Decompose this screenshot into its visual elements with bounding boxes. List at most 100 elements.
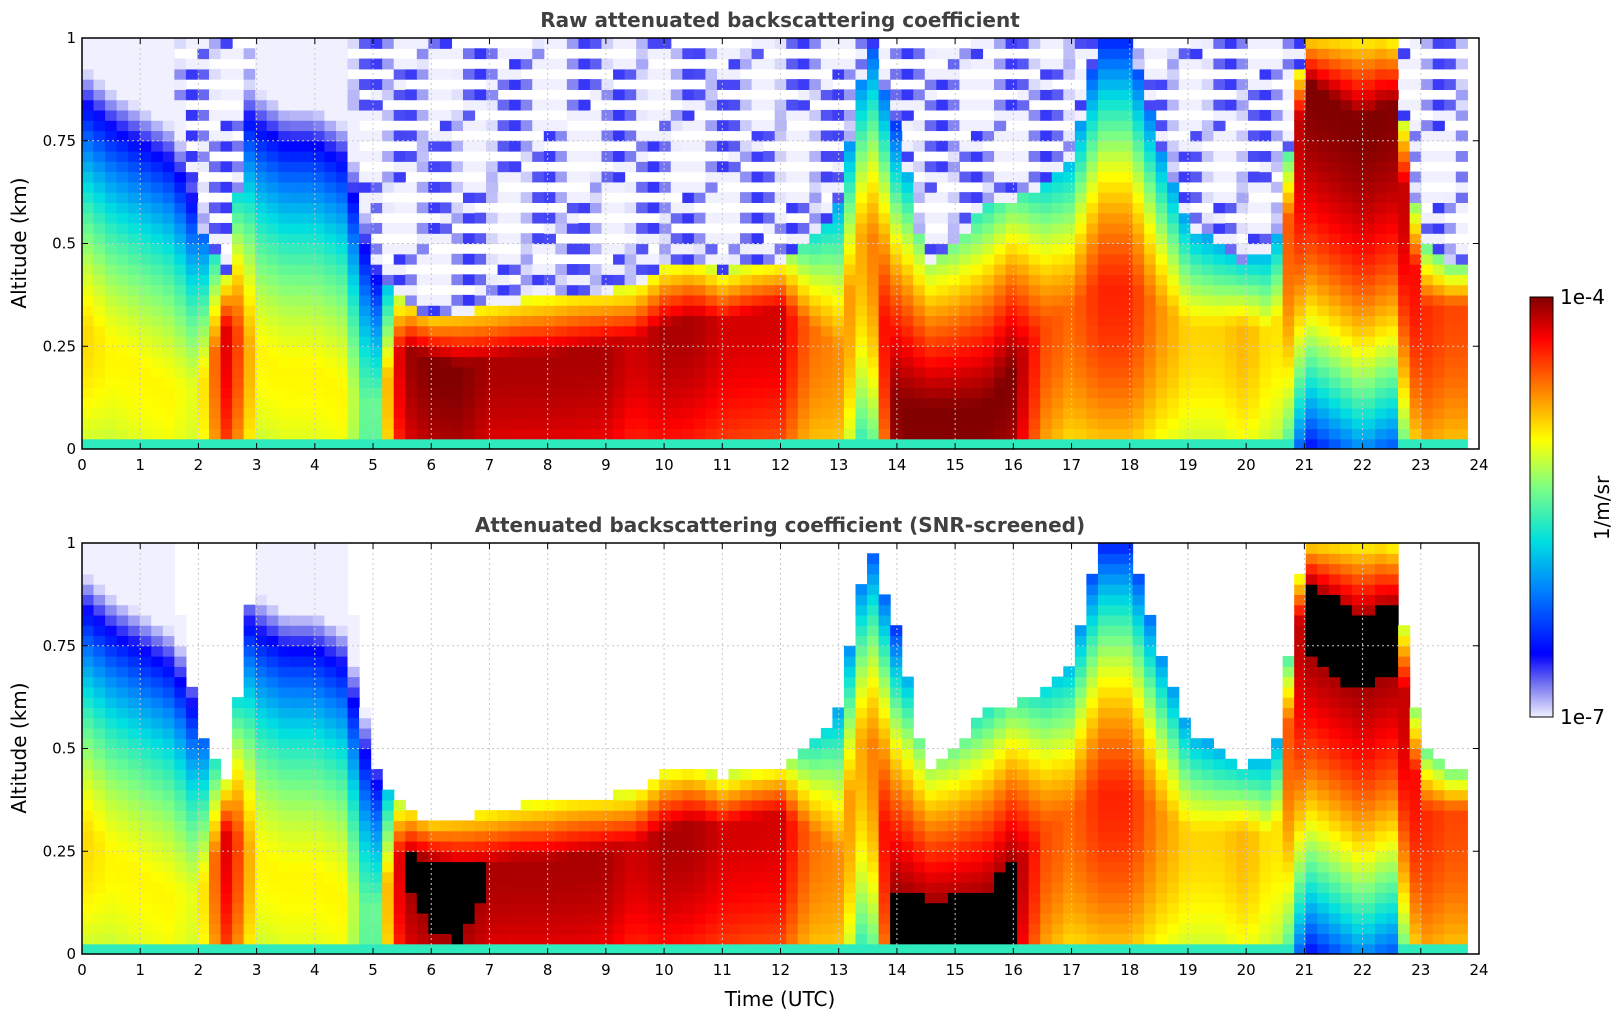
raw-heat-cell <box>1328 284 1341 296</box>
raw-heat-cell <box>1375 140 1388 152</box>
raw-heat-cell <box>1017 407 1030 419</box>
raw-heat-cell <box>1028 366 1041 378</box>
raw-heat-cell <box>1190 120 1203 132</box>
raw-heat-cell <box>763 151 776 162</box>
raw-heat-cell <box>1409 305 1422 317</box>
raw-heat-cell <box>1455 181 1468 193</box>
raw-heat-cell <box>93 233 106 245</box>
raw-heat-cell <box>1259 130 1272 142</box>
raw-heat-cell <box>647 346 660 358</box>
raw-heat-cell <box>1121 335 1134 347</box>
raw-heat-cell <box>1144 356 1157 368</box>
raw-heat-cell <box>439 397 453 409</box>
raw-heat-cell <box>647 68 660 80</box>
raw-heat-cell <box>1375 325 1388 337</box>
raw-heat-cell <box>636 233 649 245</box>
raw-heat-cell <box>624 130 637 142</box>
raw-heat-cell <box>1259 377 1272 388</box>
raw-heat-cell <box>867 233 880 245</box>
screened-heat-cell <box>197 933 210 945</box>
raw-heat-cell <box>1375 161 1388 173</box>
raw-heat-cell <box>185 192 199 203</box>
raw-heat-cell <box>255 161 268 173</box>
raw-heat-cell <box>243 335 256 347</box>
raw-heat-cell <box>624 68 637 80</box>
screened-heat-cell <box>82 748 95 760</box>
raw-heat-cell <box>647 140 660 152</box>
raw-heat-cell <box>1236 181 1249 193</box>
raw-heat-cell <box>589 222 603 234</box>
raw-heat-cell <box>1005 233 1018 245</box>
raw-heat-cell <box>693 212 707 224</box>
screened-heat-cell <box>82 635 95 647</box>
raw-heat-cell <box>1201 243 1214 255</box>
raw-heat-cell <box>243 151 256 162</box>
raw-heat-cell <box>1282 335 1295 347</box>
raw-heat-cell <box>716 315 730 327</box>
raw-heat-cell <box>1305 233 1318 245</box>
raw-heat-cell <box>613 38 626 49</box>
raw-heat-cell <box>659 387 672 399</box>
raw-heat-cell <box>393 274 406 286</box>
raw-heat-cell <box>890 315 903 327</box>
raw-heat-cell <box>947 99 960 111</box>
raw-heat-cell <box>93 264 106 275</box>
raw-heat-cell <box>543 397 556 409</box>
raw-heat-cell <box>93 89 106 101</box>
screened-heat-cell <box>139 892 152 904</box>
raw-heat-cell <box>428 335 441 347</box>
raw-heat-cell <box>312 407 326 419</box>
raw-heat-cell <box>1040 397 1053 409</box>
raw-heat-cell <box>1282 253 1295 265</box>
raw-heat-cell <box>162 171 175 183</box>
raw-heat-cell <box>1167 264 1180 275</box>
raw-heat-cell <box>335 335 349 347</box>
raw-heat-cell <box>289 202 302 214</box>
raw-heat-cell <box>416 335 429 347</box>
raw-heat-cell <box>982 294 995 306</box>
raw-heat-cell <box>682 161 695 173</box>
raw-heat-cell <box>1155 181 1168 193</box>
raw-heat-cell <box>208 294 222 306</box>
screened-heat-cell <box>174 871 187 883</box>
raw-heat-cell <box>1028 192 1041 203</box>
raw-heat-cell <box>93 335 106 347</box>
raw-heat-cell <box>116 366 129 378</box>
raw-heat-cell <box>1328 387 1341 399</box>
raw-heat-cell <box>1363 356 1376 368</box>
raw-heat-cell <box>1340 315 1353 327</box>
raw-heat-cell <box>982 181 995 193</box>
raw-heat-cell <box>382 89 395 101</box>
raw-heat-cell <box>289 428 302 440</box>
raw-heat-cell <box>162 397 175 409</box>
raw-heat-cell <box>659 407 672 419</box>
raw-heat-cell <box>105 407 118 419</box>
raw-heat-cell <box>890 192 903 203</box>
screened-heat-cell <box>278 707 291 719</box>
raw-heat-cell <box>243 418 256 430</box>
raw-heat-cell <box>162 438 175 449</box>
screened-heat-cell <box>185 789 199 801</box>
raw-heat-cell <box>589 151 603 162</box>
raw-heat-cell <box>1363 48 1376 60</box>
raw-heat-cell <box>1294 356 1307 368</box>
raw-heat-cell <box>532 418 545 430</box>
raw-heat-cell <box>301 212 314 224</box>
raw-heat-cell <box>1167 274 1180 286</box>
raw-heat-cell <box>1351 202 1365 214</box>
raw-heat-cell <box>670 264 683 275</box>
screened-heat-cell <box>174 830 187 842</box>
raw-heat-cell <box>1236 38 1249 49</box>
raw-heat-cell <box>728 366 741 378</box>
raw-heat-cell <box>208 130 222 142</box>
raw-heat-cell <box>705 294 718 306</box>
raw-heat-cell <box>832 335 845 347</box>
raw-x-tick-label: 7 <box>485 456 495 474</box>
screened-heat-cell <box>151 748 164 760</box>
raw-heat-cell <box>335 181 349 193</box>
screened-heat-cell <box>197 882 210 893</box>
raw-heat-cell <box>174 192 187 203</box>
raw-heat-cell <box>185 89 199 101</box>
raw-heat-cell <box>474 212 487 224</box>
raw-heat-cell <box>878 284 891 296</box>
